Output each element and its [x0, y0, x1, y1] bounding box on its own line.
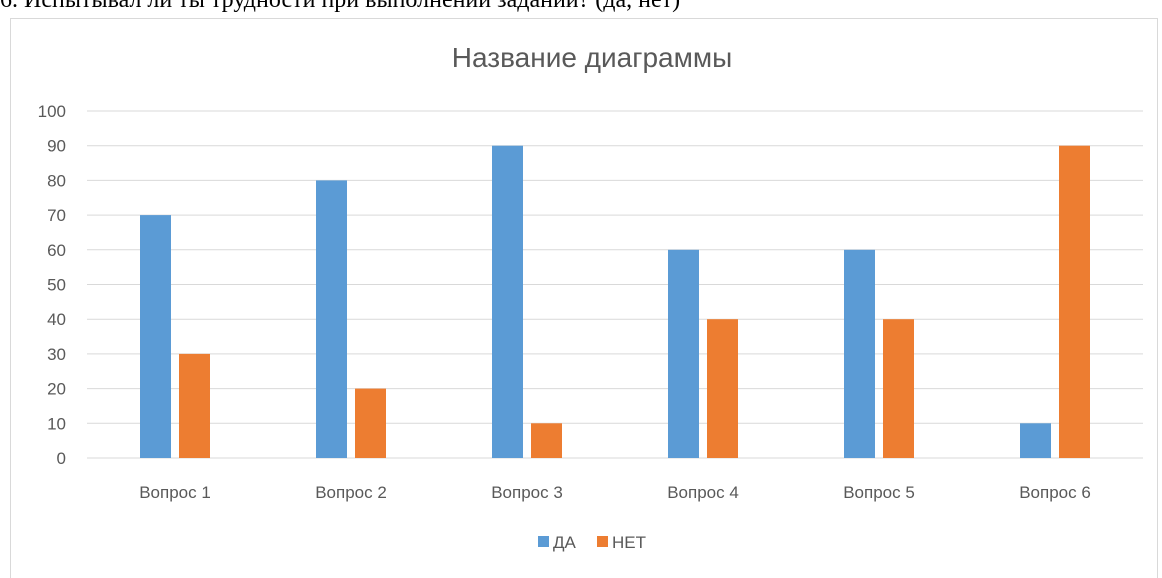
- y-tick-label: 20: [47, 380, 66, 399]
- y-tick-label: 70: [47, 206, 66, 225]
- x-category-label: Вопрос 2: [315, 483, 387, 502]
- bars: [140, 145, 1090, 458]
- legend: ДА НЕТ: [538, 533, 646, 552]
- bar-ДА-2: [316, 180, 347, 458]
- bar-ДА-6: [1020, 423, 1051, 458]
- legend-swatch-2: [597, 536, 608, 547]
- chart-title: Название диаграммы: [452, 42, 732, 73]
- x-category-label: Вопрос 1: [139, 483, 211, 502]
- legend-label: НЕТ: [612, 533, 646, 552]
- legend-swatch-1: [538, 536, 549, 547]
- gridlines: [87, 110, 1143, 459]
- bar-НЕТ-5: [883, 319, 914, 458]
- bar-НЕТ-4: [707, 319, 738, 458]
- bar-НЕТ-3: [531, 423, 562, 458]
- y-tick-label: 90: [47, 137, 66, 156]
- y-tick-label: 50: [47, 276, 66, 295]
- bar-НЕТ-1: [179, 353, 210, 458]
- question-text: 6. Испытывал ли ты трудности при выполне…: [0, 0, 681, 13]
- bar-ДА-4: [668, 249, 699, 458]
- x-category-label: Вопрос 6: [1019, 483, 1091, 502]
- y-axis-ticks: 0 10 20 30 40 50 60 70 80 90 100: [38, 102, 66, 468]
- x-category-label: Вопрос 5: [843, 483, 915, 502]
- y-tick-label: 60: [47, 241, 66, 260]
- y-tick-label: 0: [57, 449, 66, 468]
- y-tick-label: 30: [47, 345, 66, 364]
- bar-ДА-3: [492, 145, 523, 458]
- x-axis-labels: Вопрос 1 Вопрос 2 Вопрос 3 Вопрос 4 Вопрос 5…: [139, 483, 1091, 502]
- legend-label: ДА: [553, 533, 577, 552]
- bar-НЕТ-2: [355, 388, 386, 458]
- x-category-label: Вопрос 3: [491, 483, 563, 502]
- y-tick-label: 10: [47, 414, 66, 433]
- bar-ДА-1: [140, 215, 171, 458]
- bar-НЕТ-6: [1059, 145, 1090, 458]
- y-tick-label: 40: [47, 310, 66, 329]
- bar-ДА-5: [844, 249, 875, 458]
- y-tick-label: 80: [47, 171, 66, 190]
- y-tick-label: 100: [38, 102, 66, 121]
- x-category-label: Вопрос 4: [667, 483, 739, 502]
